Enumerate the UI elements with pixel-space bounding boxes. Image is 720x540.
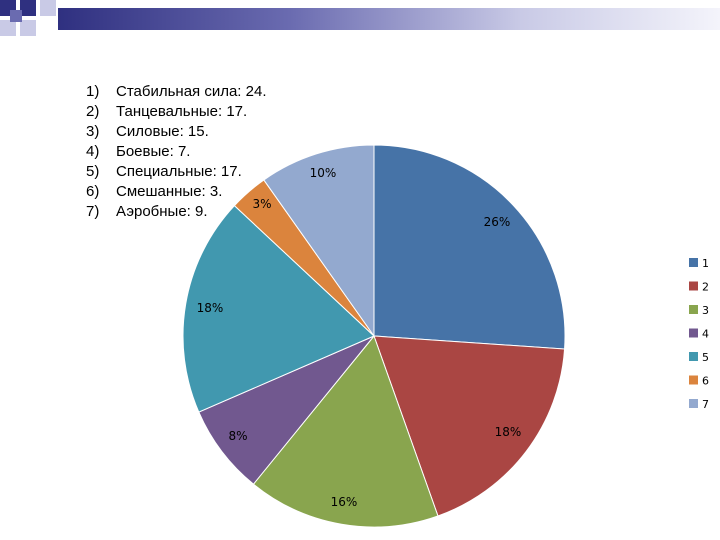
legend-swatch-3 [689,305,698,314]
list-item: 4) Боевые: 7. [86,142,267,162]
list-item-number: 1) [86,83,100,100]
list-item-number: 5) [86,163,100,180]
legend-label-4: 4 [702,328,709,341]
pie-slice-7 [263,144,375,338]
pie-slice-1 [373,144,566,350]
list-item-text: Боевые: 7. [116,143,191,160]
pie-slice-2 [373,335,566,517]
list-item-text: Танцевальные: 17. [116,103,248,120]
list-item-number: 3) [86,123,100,140]
list-item-text: Стабильная сила: 24. [116,83,267,100]
legend-swatch-6 [689,375,698,385]
list-item-number: 7) [86,203,100,220]
list-item-number: 6) [86,183,100,200]
legend-label-5: 5 [702,351,709,364]
list-item-text: Специальные: 17. [116,163,242,180]
list-item: 7) Аэробные: 9. [86,202,267,222]
list-item-number: 2) [86,103,100,120]
list-item-text: Аэробные: 9. [116,203,208,220]
legend-label-2: 2 [702,281,709,294]
legend-swatch-4 [689,328,698,338]
data-label-1: 26% [484,215,511,229]
legend-swatch-1 [689,258,698,267]
list-item-number: 4) [86,143,100,160]
list-item: 3) Силовые: 15. [86,122,267,142]
legend-label-7: 7 [702,398,709,411]
pie-slice-3 [252,334,439,528]
corner-decoration [0,0,56,36]
data-label-7: 10% [310,166,337,180]
category-list: 1) Стабильная сила: 24. 2) Танцевальные: 1… [86,82,267,222]
list-item: 5) Специальные: 17. [86,162,267,182]
list-item-text: Смешанные: 3. [116,183,223,200]
legend-label-6: 6 [702,375,709,388]
data-label-2: 18% [495,425,522,439]
list-item: 6) Смешанные: 3. [86,182,267,202]
legend-label-1: 1 [702,257,709,270]
legend-swatch-5 [689,352,698,361]
data-label-3: 16% [331,495,358,509]
list-item-text: Силовые: 15. [116,123,209,140]
legend-swatch-2 [689,281,698,291]
header-gradient-bar [58,8,720,30]
data-label-6: 3% [252,197,271,211]
list-item: 2) Танцевальные: 17. [86,102,267,122]
list-item: 1) Стабильная сила: 24. [86,82,267,102]
data-label-5: 18% [197,301,224,315]
data-label-4: 8% [228,429,247,443]
legend-swatch-7 [689,399,698,408]
pie-slice-5 [182,204,375,413]
legend-label-3: 3 [702,304,709,317]
